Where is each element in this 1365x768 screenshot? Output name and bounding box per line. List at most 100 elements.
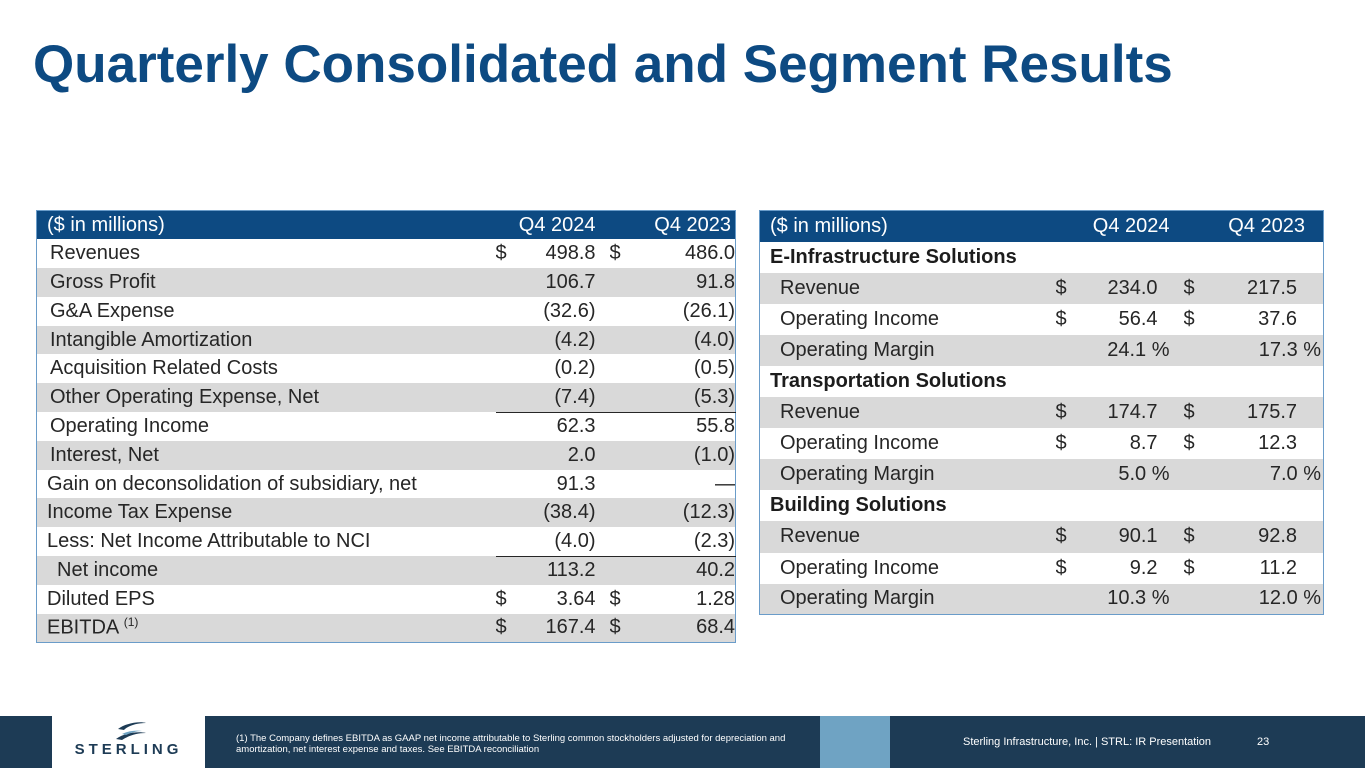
currency-symbol [609,325,630,355]
value-q4-2024: (7.4) [515,383,610,413]
units-label: ($ in millions) [759,210,1056,242]
currency-symbol [609,555,630,585]
footnote: (1) The Company defines EBITDA as GAAP n… [236,733,796,755]
currency-symbol [495,383,516,413]
value-q4-2024: 3.64 [556,587,596,610]
value-q4-2023: 37.6 [1258,307,1298,330]
value-q4-2024: 90.1 [1077,521,1184,553]
currency-symbol [1055,459,1078,491]
currency-symbol [495,325,516,355]
row-label-text: EBITDA [47,617,119,640]
footnote-reference: (1) [123,615,139,630]
row-label: Operating Income [780,307,939,330]
value-q4-2024: 56.4 [1118,307,1158,330]
value-q4-2023: 40.2 [629,555,736,585]
value-q4-2023: 1.28 [696,587,736,610]
currency-symbol: $ [1055,432,1067,455]
currency-symbol [610,297,630,326]
value-q4-2023: 68.4 [629,613,736,643]
value-q4-2023: 12.3 [1258,432,1298,455]
value-q4-2024: 91.3 [556,472,596,495]
row-label: Revenue [759,521,1056,553]
column-header-q4-2024: Q4 2024 [495,210,610,240]
consolidated-results-table: ($ in millions) Q4 2024 Q4 2023 Revenues… [36,210,737,643]
value-q4-2024: 167.4 [515,613,610,643]
footer-bar [0,716,1365,768]
row-label: EBITDA (1) [36,613,496,643]
value-q4-2024: 9.2 [1129,556,1158,579]
value-q4-2024: 113.2 [515,555,610,585]
row-label: Acquisition Related Costs [50,357,278,380]
page-title: Quarterly Consolidated and Segment Resul… [33,35,1173,94]
table-row: Operating Income $56.4 $37.6 [760,304,1324,335]
row-label: Other Operating Expense, Net [36,383,496,413]
currency-symbol [610,354,630,383]
table-row: Other Operating Expense, Net (7.4) (5.3) [36,383,736,413]
value-q4-2023: 7.0 % [1205,459,1324,491]
row-label: Gain on deconsolidation of subsidiary, n… [47,472,417,495]
currency-symbol [610,527,630,556]
currency-symbol: $ [1183,397,1206,429]
row-label: Revenues [50,242,141,265]
value-q4-2023: 17.3 % [1205,334,1324,366]
currency-symbol [495,555,516,585]
table-row: Acquisition Related Costs (0.2) (0.5) [37,354,736,383]
value-q4-2023: (4.0) [629,325,736,355]
table-row: Operating Income 62.3 55.8 [37,411,736,441]
currency-symbol: $ [1183,272,1206,304]
currency-symbol [1055,583,1078,615]
value-q4-2024: 24.1 % [1077,334,1184,366]
table-row: Revenue $234.0 $217.5 [759,272,1324,304]
table-row: Gain on deconsolidation of subsidiary, n… [37,470,736,499]
value-q4-2024: (0.2) [554,357,596,380]
segment-name: Building Solutions [770,494,947,517]
value-q4-2024: (38.4) [515,498,610,528]
page-number: 23 [1257,736,1270,748]
currency-symbol: $ [609,242,621,265]
currency-symbol: $ [609,613,630,643]
column-header-q4-2023: Q4 2023 [609,210,736,240]
value-q4-2024: 2.0 [515,440,610,470]
currency-symbol: $ [1183,432,1195,455]
row-label: Diluted EPS [47,587,155,610]
currency-symbol [495,411,516,441]
currency-symbol: $ [495,613,516,643]
row-label: Operating Income [780,556,939,579]
value-q4-2024: 234.0 [1077,272,1184,304]
value-q4-2024: (4.2) [515,325,610,355]
table-row: Net income 113.2 40.2 [36,555,736,585]
units-label: ($ in millions) [36,210,496,240]
row-label: Intangible Amortization [36,325,496,355]
currency-symbol [609,411,630,441]
value-q4-2024: 174.7 [1077,397,1184,429]
currency-symbol: $ [609,587,621,610]
sterling-swoosh-icon [116,722,146,740]
value-q4-2024: 5.0 % [1077,459,1184,491]
value-q4-2024: (4.0) [554,529,596,552]
value-q4-2023: 12.0 % [1205,583,1324,615]
row-label: Less: Net Income Attributable to NCI [47,530,371,553]
value-q4-2023: 92.8 [1205,521,1324,553]
presentation-label: Sterling Infrastructure, Inc. | STRL: IR… [963,736,1212,748]
row-label: Operating Margin [759,334,1056,366]
value-q4-2023: (26.1) [682,299,736,322]
segment-results-table: ($ in millions) Q4 2024 Q4 2023 E-Infras… [759,210,1325,616]
table-header-row: ($ in millions) Q4 2024 Q4 2023 [759,210,1324,242]
value-q4-2023: (12.3) [629,498,736,528]
value-q4-2024: 10.3 % [1077,583,1184,615]
value-q4-2023: 175.7 [1205,397,1324,429]
table-row: Revenues $498.8 $486.0 [37,239,736,268]
currency-symbol [495,268,516,297]
value-q4-2024: 62.3 [515,411,610,441]
currency-symbol [496,527,516,556]
currency-symbol: $ [1183,556,1195,579]
currency-symbol: $ [1055,307,1067,330]
segment-header-row: Transportation Solutions [760,366,1324,397]
table-row: Revenue $174.7 $175.7 [759,397,1324,429]
value-q4-2023: 486.0 [684,242,736,265]
row-label: Net income [36,556,496,585]
value-q4-2024: 8.7 [1129,432,1158,455]
row-label: Income Tax Expense [36,498,496,528]
currency-symbol [609,498,630,528]
value-q4-2023: (2.3) [693,529,736,552]
